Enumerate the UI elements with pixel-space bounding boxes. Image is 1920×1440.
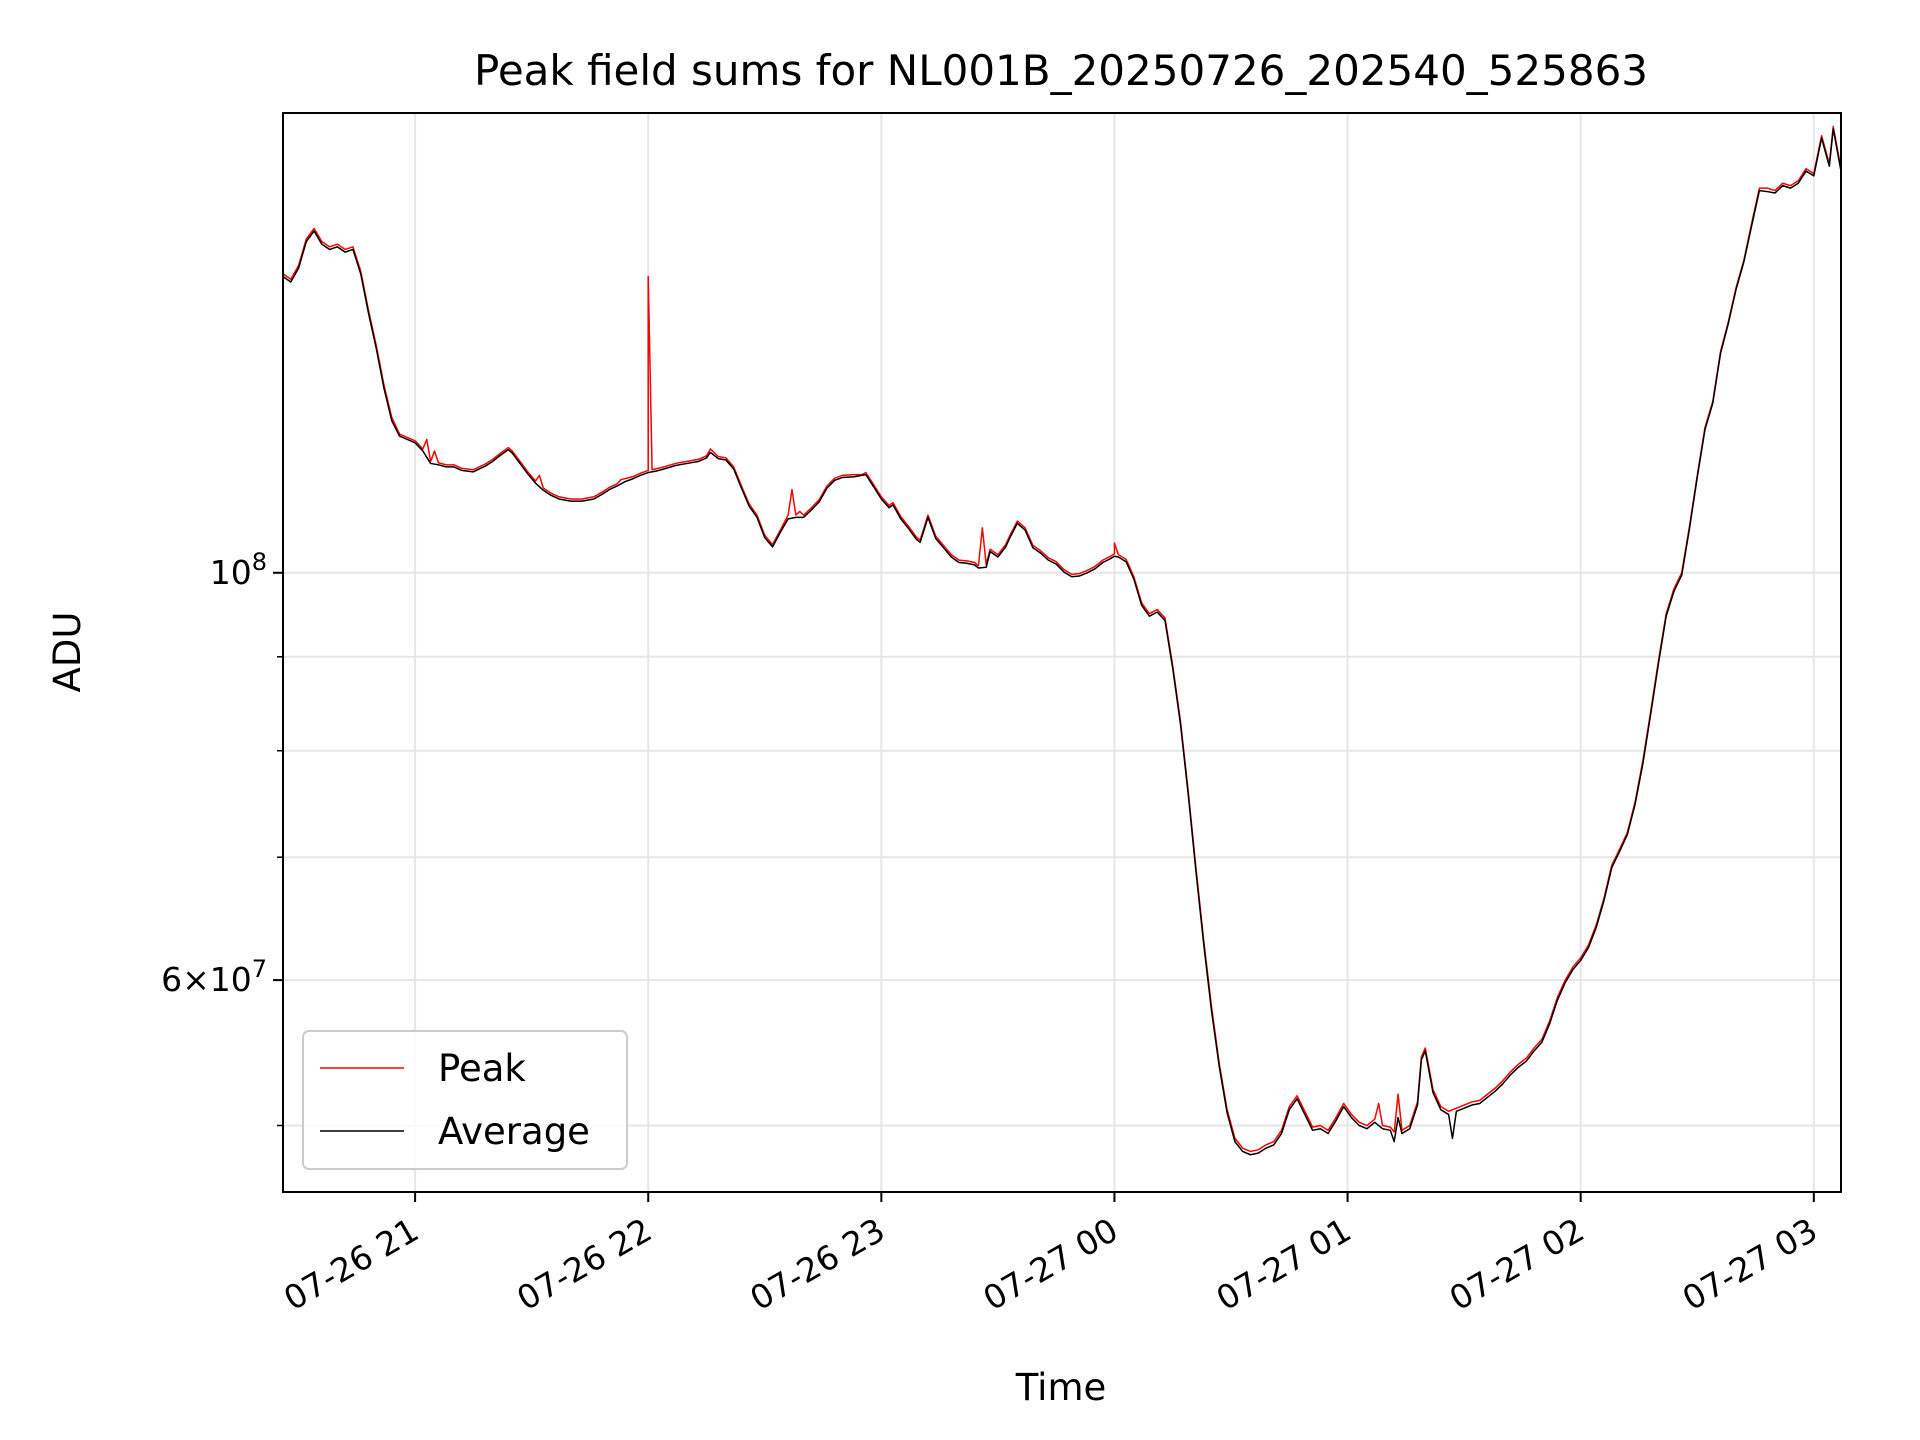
x-tick-label: 07-26 22 [510,1210,658,1318]
y-tick-label: 6×107 [161,955,267,999]
y-tick-label: 108 [210,548,267,592]
series-line-average [282,128,1842,1156]
x-tick-label: 07-27 03 [1676,1210,1824,1318]
x-tick-label: 07-27 02 [1443,1210,1591,1318]
grid [283,113,1841,1192]
axis-ticks: 07-26 21 07-26 22 07-26 23 07-27 00 07-27 01… [161,548,1824,1318]
legend-box [302,1030,628,1170]
x-tick-label: 07-27 01 [1210,1210,1358,1318]
y-axis-label: ADU [46,612,89,693]
plot-frame [282,112,1842,1193]
legend-label-average: Average [438,1110,590,1153]
legend-label-peak: Peak [438,1047,526,1090]
chart-title: Peak field sums for NL001B_20250726_2025… [474,46,1648,95]
plot-series [282,125,1842,1156]
x-tick-label: 07-27 00 [976,1210,1124,1318]
x-tick-label: 07-26 23 [743,1210,891,1318]
x-axis-label: Time [1015,1366,1107,1409]
legend: Peak Average [302,1030,628,1170]
series-line-peak [282,125,1842,1153]
x-tick-label: 07-26 21 [277,1210,425,1318]
